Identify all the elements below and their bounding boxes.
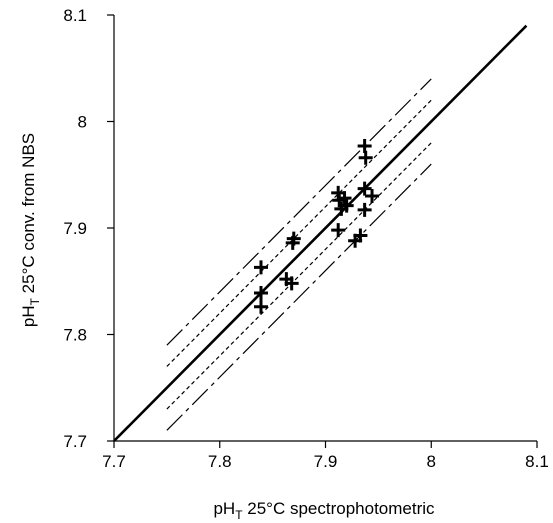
x-axis-title-rest: 25°C spectrophotometric bbox=[243, 499, 435, 518]
data-point bbox=[358, 150, 373, 165]
outer-bound-line bbox=[166, 78, 432, 346]
inner-bound-line bbox=[166, 142, 432, 410]
y-axis-title-sub: T bbox=[28, 297, 42, 305]
data-points bbox=[253, 138, 380, 314]
data-point bbox=[286, 231, 301, 246]
y-axis-title: pHT 25°C conv. from NBS bbox=[19, 133, 42, 327]
y-tick-label: 7.9 bbox=[63, 219, 87, 238]
reference-lines bbox=[113, 24, 528, 442]
data-point bbox=[357, 181, 372, 196]
x-axis-title-sub: T bbox=[235, 508, 243, 522]
data-point bbox=[284, 276, 299, 291]
data-point bbox=[253, 285, 268, 300]
identity-line bbox=[113, 24, 528, 442]
x-tick-label: 7.9 bbox=[314, 452, 338, 471]
data-point bbox=[357, 138, 372, 153]
data-point bbox=[337, 191, 352, 206]
x-tick-label: 7.8 bbox=[208, 452, 232, 471]
y-tick-label: 7.8 bbox=[63, 326, 87, 345]
x-tick-label: 8.1 bbox=[525, 452, 549, 471]
y-ticks: 7.7 7.8 7.9 8 8.1 bbox=[63, 6, 114, 451]
x-axis-title: pHT 25°C spectrophotometric bbox=[213, 499, 435, 522]
x-ticks: 7.7 7.8 7.9 8 8.1 bbox=[102, 441, 549, 471]
outer-bound-line bbox=[166, 163, 432, 431]
x-tick-label: 7.7 bbox=[102, 452, 126, 471]
y-tick-label: 7.7 bbox=[63, 432, 87, 451]
data-point bbox=[331, 223, 346, 238]
x-axis-title-base: pH bbox=[213, 499, 235, 518]
data-point bbox=[253, 260, 268, 275]
y-tick-label: 8 bbox=[78, 113, 87, 132]
y-axis-title-rest: 25°C conv. from NBS bbox=[19, 133, 38, 298]
y-axis-title-base: pH bbox=[19, 305, 38, 327]
data-point bbox=[357, 202, 372, 217]
inner-bound-line bbox=[166, 99, 432, 367]
data-point bbox=[365, 189, 380, 204]
x-tick-label: 8 bbox=[427, 452, 436, 471]
y-tick-label: 8.1 bbox=[63, 6, 87, 25]
data-point bbox=[253, 299, 268, 314]
data-point bbox=[353, 228, 368, 243]
data-point bbox=[339, 198, 354, 213]
